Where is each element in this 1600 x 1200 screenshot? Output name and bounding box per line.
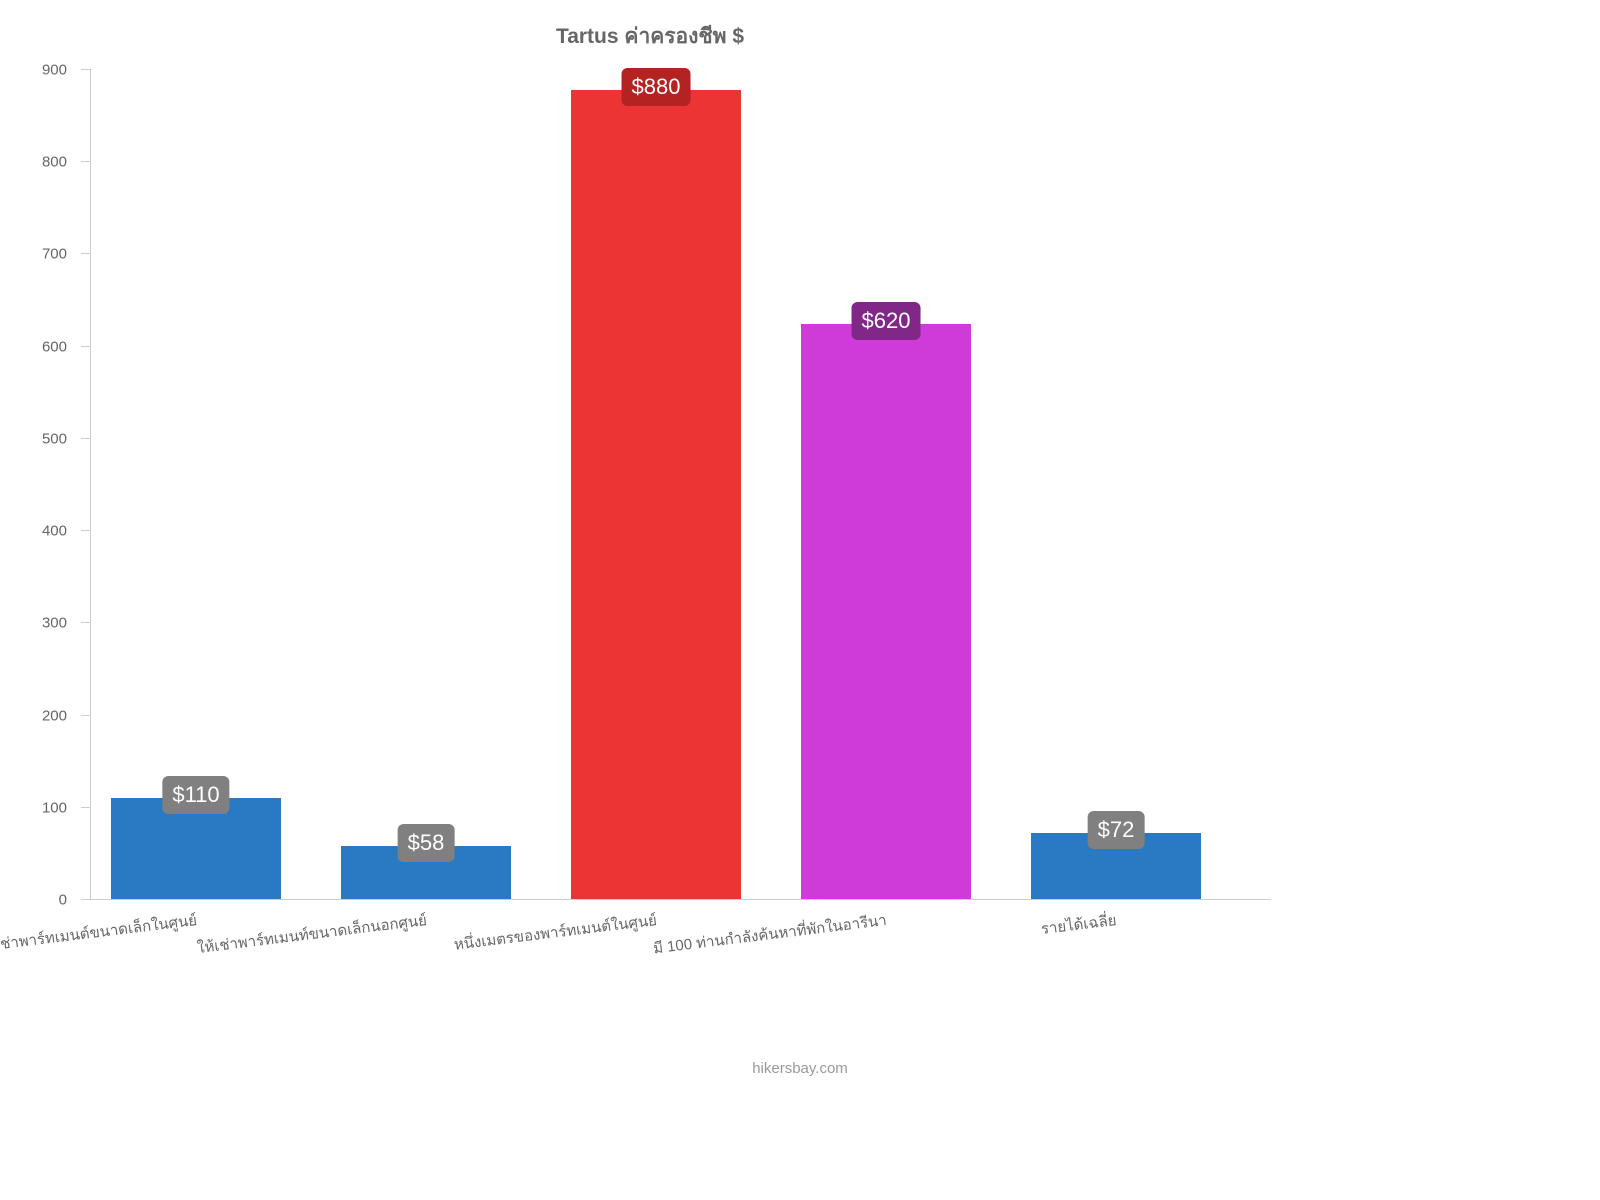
x-axis-labels: ให้เช่าพาร์ทเมนต์ขนาดเล็กในศูนย์ให้เช่าพ…	[90, 900, 1270, 960]
y-tick-label: 900	[42, 62, 67, 79]
y-tick: 800	[81, 161, 91, 162]
x-axis-label: ให้เช่าพาร์ทเมนท์ขนาดเล็กนอกศูนย์	[195, 908, 428, 960]
x-axis-label: หนึ่งเมตรของพาร์ทเมนต์ในศูนย์	[452, 908, 658, 957]
bar: $110	[111, 798, 281, 899]
bars-group: $110 $58 $880 $620 $72	[91, 69, 1271, 899]
bar: $58	[341, 846, 511, 899]
plot-area: 0100200300400500600700800900 $110$58$880…	[90, 69, 1271, 900]
y-tick-label: 0	[59, 892, 67, 909]
x-axis-label: ให้เช่าพาร์ทเมนต์ขนาดเล็กในศูนย์	[0, 908, 198, 959]
bar-value-label: $110	[162, 776, 229, 814]
y-tick: 400	[81, 530, 91, 531]
bar: $620	[801, 324, 971, 899]
bar: $880	[571, 90, 741, 899]
y-tick-label: 600	[42, 338, 67, 355]
x-axis-label: รายได้เฉลี่ย	[1040, 908, 1118, 941]
y-tick: 500	[81, 438, 91, 439]
y-tick-label: 800	[42, 154, 67, 171]
bar: $72	[1031, 833, 1201, 899]
y-tick: 700	[81, 253, 91, 254]
y-tick: 600	[81, 346, 91, 347]
chart-container: Tartus ค่าครองชีพ $ 0 100 200 300 400 500 600 7…	[30, 20, 1270, 990]
bar-value-label: $880	[622, 68, 691, 106]
y-tick: 900	[81, 69, 91, 70]
y-tick-label: 500	[42, 430, 67, 447]
x-axis-label: มี 100 ท่านกำลังค้นหาที่พักในอารีนา	[652, 908, 888, 960]
bar-value-label: $58	[398, 824, 455, 862]
bar-value-label: $72	[1088, 811, 1145, 849]
chart-title: Tartus ค่าครองชีพ $	[30, 20, 1270, 53]
y-tick-label: 400	[42, 523, 67, 540]
y-tick: 100	[81, 807, 91, 808]
y-tick: 200	[81, 715, 91, 716]
y-tick-label: 300	[42, 615, 67, 632]
y-tick-label: 200	[42, 707, 67, 724]
attribution: hikersbay.com	[0, 1060, 1600, 1077]
y-tick-label: 700	[42, 246, 67, 263]
bar-value-label: $620	[852, 302, 921, 340]
y-tick-label: 100	[42, 799, 67, 816]
y-tick: 300	[81, 622, 91, 623]
